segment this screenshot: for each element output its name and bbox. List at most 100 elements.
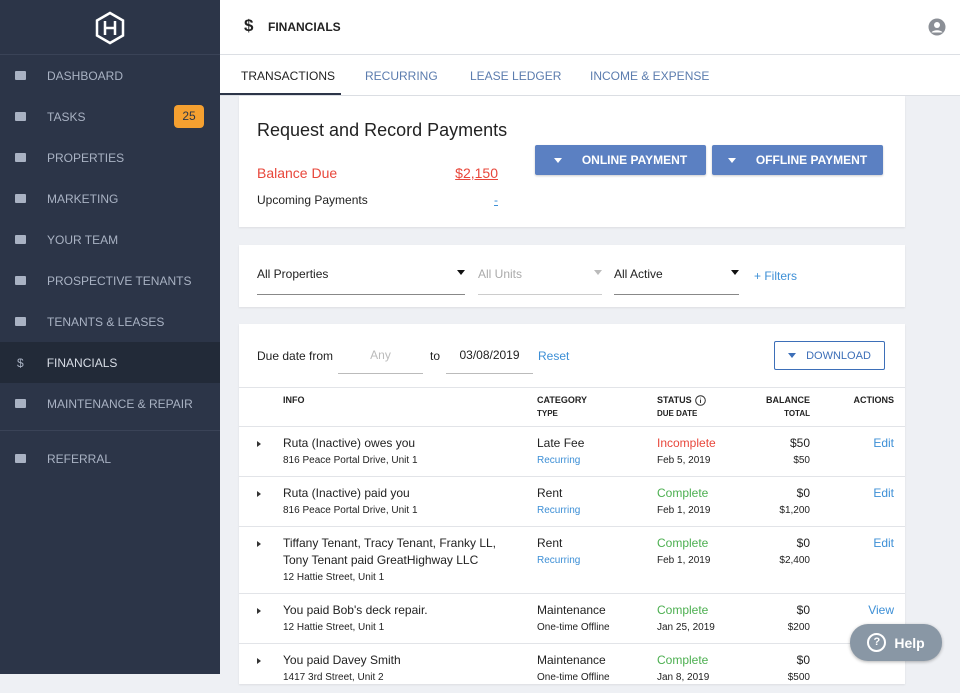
type[interactable]: Recurring [537,505,581,516]
transaction-info: Ruta (Inactive) paid you [283,486,410,500]
download-button[interactable]: DOWNLOAD [774,341,885,370]
date-input[interactable]: Any [338,348,423,374]
caret [553,157,562,163]
column-header: CATEGORY TYPE [537,394,657,426]
balance: $0 [796,603,810,617]
balance-value[interactable]: $2,150 [455,165,498,181]
table-row[interactable]: You paid Bob's deck repair. 12 Hattie Str… [239,593,905,643]
column-title: ACTIONS [853,395,895,405]
nav-label: YOUR TEAM [47,232,119,247]
balance-cell: $50 $50 [740,435,810,469]
nav-icon [15,71,26,80]
expand-arrow[interactable] [257,541,261,547]
transaction-info: Tiffany Tenant, Tracy Tenant, Franky LL,… [283,536,497,567]
balance: $0 [796,486,810,500]
action-link[interactable]: View [868,603,894,617]
expand-arrow[interactable] [257,658,261,664]
category: Rent [537,486,563,500]
nav-icon [15,276,26,285]
balance: $50 [789,436,810,450]
nav-item[interactable]: TASKS 25 [0,96,220,137]
payment-button[interactable]: OFFLINE PAYMENT [712,145,883,175]
column-header: ACTIONS [810,394,895,426]
status-cell: Complete Jan 8, 2019 [657,652,740,686]
due-date: Jan 25, 2019 [657,622,715,633]
button-label: DOWNLOAD [806,349,871,362]
upcoming-value[interactable]: - [494,193,498,207]
table-row[interactable]: Ruta (Inactive) paid you 816 Peace Portal… [239,476,905,526]
info-cell: You paid Davey Smith 1417 3rd Street, Uni… [283,652,537,686]
table-header: INFO CATEGORY TYPE STATUS DUE DATE BALANCE TOT… [239,387,905,426]
tab[interactable]: TRANSACTIONS [241,69,336,83]
due-date: Feb 1, 2019 [657,555,711,566]
info-cell: Ruta (Inactive) paid you 816 Peace Portal… [283,485,537,519]
nav-divider [0,430,220,431]
table-row[interactable]: You paid Davey Smith 1417 3rd Street, Uni… [239,643,905,693]
column-title: INFO [283,395,305,405]
status-cell: Complete Feb 1, 2019 [657,535,740,586]
nav-item[interactable]: $ FINANCIALS [0,342,220,383]
nav-item[interactable]: YOUR TEAM [0,219,220,260]
category-cell: Rent Recurring [537,485,657,519]
reset-link[interactable]: Reset [538,349,570,363]
column-subtitle: DUE DATE [657,409,698,418]
table-row[interactable]: Ruta (Inactive) owes you 816 Peace Portal… [239,426,905,476]
info-icon[interactable] [694,395,706,406]
expand-arrow[interactable] [257,441,261,447]
column-header: STATUS DUE DATE [657,394,740,426]
logo[interactable] [92,10,128,46]
nav-icon [15,112,26,121]
nav-item[interactable]: PROSPECTIVE TENANTS [0,260,220,301]
balance-cell: $0 $2,400 [740,535,810,586]
balance: $0 [796,653,810,667]
balance-cell: $0 $1,200 [740,485,810,519]
nav-icon [15,235,26,244]
expand-arrow[interactable] [257,608,261,614]
nav-item[interactable]: MARKETING [0,178,220,219]
nav-item[interactable]: TENANTS & LEASES [0,301,220,342]
status-cell: Complete Jan 25, 2019 [657,602,740,636]
type: One-time Offline [537,622,610,633]
payment-button[interactable]: ONLINE PAYMENT [535,145,706,175]
sidebar: DASHBOARD TASKS 25 PROPERTIES MARKETING YOUR … [0,0,220,674]
nav-label: TASKS [47,109,86,124]
action-link[interactable]: Edit [873,436,894,450]
help-label: Help [894,634,925,651]
tab[interactable]: LEASE LEDGER [470,69,562,83]
date-input[interactable]: 03/08/2019 [446,348,533,374]
select[interactable]: All Properties [257,265,465,295]
card-title: Request and Record Payments [257,120,508,140]
select-value: All Active [614,267,663,281]
select[interactable]: All Units [478,265,602,295]
expand-arrow[interactable] [257,491,261,497]
category: Late Fee [537,436,585,450]
tab[interactable]: INCOME & EXPENSE [590,69,710,83]
type[interactable]: Recurring [537,555,581,566]
column-title: BALANCE [766,395,810,405]
due-date: Jan 8, 2019 [657,672,710,683]
badge: 25 [174,105,204,128]
filters-link[interactable]: + Filters [754,269,798,283]
action-link[interactable]: Edit [873,536,894,550]
table-row[interactable]: Tiffany Tenant, Tracy Tenant, Franky LL,… [239,526,905,593]
nav-item[interactable]: REFERRAL [0,438,220,479]
tab[interactable]: RECURRING [365,69,438,83]
select[interactable]: All Active [614,265,739,295]
due-date: Feb 5, 2019 [657,455,711,466]
type: One-time Offline [537,672,610,683]
nav-item[interactable]: DASHBOARD [0,55,220,96]
column-header: BALANCE TOTAL [740,394,810,426]
nav-label: MAINTENANCE & REPAIR [47,396,193,411]
user-avatar[interactable] [928,18,946,36]
action-link[interactable]: Edit [873,486,894,500]
nav-item[interactable]: MAINTENANCE & REPAIR [0,383,220,424]
nav-item[interactable]: PROPERTIES [0,137,220,178]
column-header: INFO [283,394,537,426]
category: Maintenance [537,653,606,667]
nav-icon: $ [17,355,24,370]
status: Incomplete [657,436,716,450]
help-button[interactable]: ? Help [850,624,942,661]
type[interactable]: Recurring [537,455,581,466]
nav-label: TENANTS & LEASES [47,314,165,329]
total: $50 [793,455,810,466]
